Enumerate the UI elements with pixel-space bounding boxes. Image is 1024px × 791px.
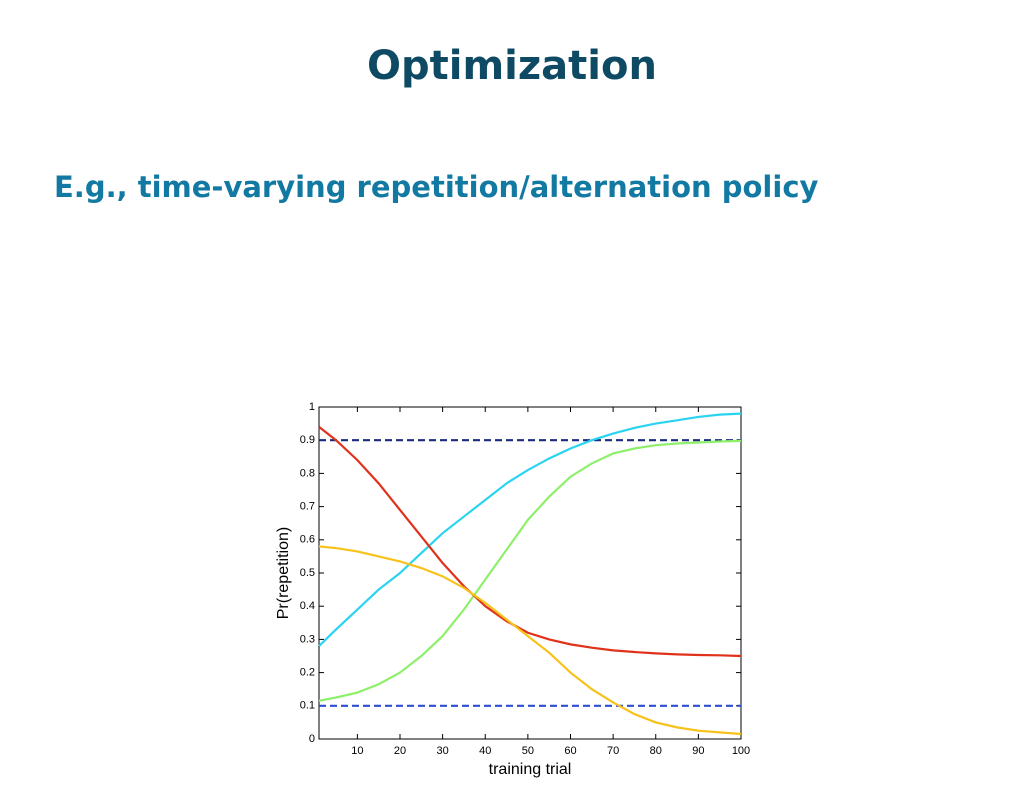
- x-tick-label: 100: [732, 745, 750, 757]
- x-tick-label: 10: [351, 745, 363, 757]
- line-series: [318, 426, 742, 658]
- line-series: [318, 439, 742, 702]
- slide-title: Optimization: [367, 43, 657, 89]
- line-series: [318, 545, 742, 736]
- slide-subtitle: E.g., time-varying repetition/alternatio…: [54, 170, 819, 204]
- line-series: [318, 412, 742, 647]
- x-tick-label: 40: [479, 745, 491, 757]
- x-tick-label: 80: [650, 745, 662, 757]
- y-tick-label: 0.2: [300, 667, 315, 679]
- y-tick-label: 0.3: [300, 633, 315, 645]
- y-tick-label: 0.5: [300, 567, 315, 579]
- x-tick-label: 70: [607, 745, 619, 757]
- y-tick-label: 1: [309, 401, 315, 413]
- y-tick-label: 0.9: [300, 434, 315, 446]
- y-tick-label: 0.4: [300, 600, 315, 612]
- plot-frame: [318, 406, 742, 740]
- y-tick-label: 0.6: [300, 534, 315, 546]
- x-tick-label: 90: [692, 745, 704, 757]
- y-axis-label: Pr(repetition): [275, 527, 292, 619]
- y-tick-label: 0.1: [300, 700, 315, 712]
- y-tick-label: 0: [309, 733, 315, 745]
- x-tick-label: 30: [436, 745, 448, 757]
- x-tick-label: 50: [522, 745, 534, 757]
- y-tick-label: 0.7: [300, 501, 315, 513]
- x-tick-label: 60: [564, 745, 576, 757]
- x-tick-label: 20: [394, 745, 406, 757]
- y-tick-label: 0.8: [300, 467, 315, 479]
- x-axis-label: training trial: [489, 761, 572, 778]
